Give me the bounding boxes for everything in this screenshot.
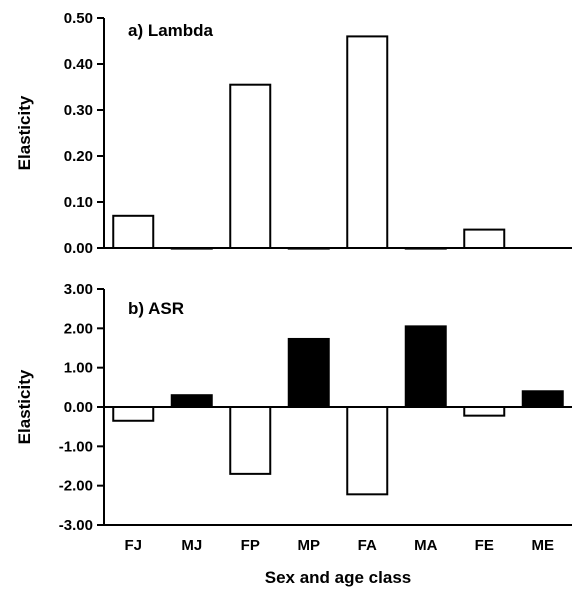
x-tick-label-fj: FJ <box>124 537 142 554</box>
x-axis-label: Sex and age class <box>265 568 411 587</box>
bar-fp <box>229 83 272 249</box>
bar-fe <box>463 406 506 417</box>
x-tick-label-mj: MJ <box>181 537 202 554</box>
bar-fe <box>463 228 506 250</box>
x-tick-label-mp: MP <box>298 537 321 554</box>
bar-ma <box>404 325 447 408</box>
panel-b-title: b) ASR <box>128 299 184 318</box>
bar-fj <box>112 214 155 250</box>
bar-ma <box>404 247 447 250</box>
y-tick-label: -2.00 <box>59 478 93 495</box>
bar-me <box>521 390 564 408</box>
bar-fa <box>346 35 389 250</box>
panel-b-y-axis-label: Elasticity <box>15 369 34 444</box>
y-tick-label: 0.20 <box>64 148 93 165</box>
y-tick-label: -3.00 <box>59 517 93 534</box>
x-tick-label-fa: FA <box>358 537 377 554</box>
y-tick-label: 0.30 <box>64 102 93 119</box>
bar-mp <box>287 247 330 250</box>
y-tick-label: 0.10 <box>64 194 93 211</box>
y-tick-label: 2.00 <box>64 320 93 337</box>
y-tick-label: 3.00 <box>64 281 93 298</box>
x-tick-label-me: ME <box>532 537 555 554</box>
bar-mj <box>170 394 213 409</box>
y-tick-label: -1.00 <box>59 438 93 455</box>
x-tick-label-fp: FP <box>241 537 260 554</box>
panel-a-y-axis-label: Elasticity <box>15 95 34 170</box>
x-tick-label-ma: MA <box>414 537 437 554</box>
panel-lambda: a) Lambda Elasticity 0.00 0.10 0.20 0.30 0.4… <box>15 10 572 257</box>
y-tick-label: 0.00 <box>64 240 93 257</box>
bar-fa <box>346 406 389 496</box>
bar-mj <box>170 247 213 250</box>
bar-fp <box>229 406 272 475</box>
y-tick-label: 0.50 <box>64 10 93 27</box>
bar-fj <box>112 406 155 422</box>
x-tick-label-fe: FE <box>475 537 494 554</box>
bar-mp <box>287 337 330 409</box>
panel-a-title: a) Lambda <box>128 21 214 40</box>
y-tick-label: 0.00 <box>64 399 93 416</box>
panel-asr: b) ASR Elasticity -3.00 -2.00 -1.00 0.00 1.0… <box>15 281 572 554</box>
y-tick-label: 1.00 <box>64 360 93 377</box>
y-tick-label: 0.40 <box>64 56 93 73</box>
